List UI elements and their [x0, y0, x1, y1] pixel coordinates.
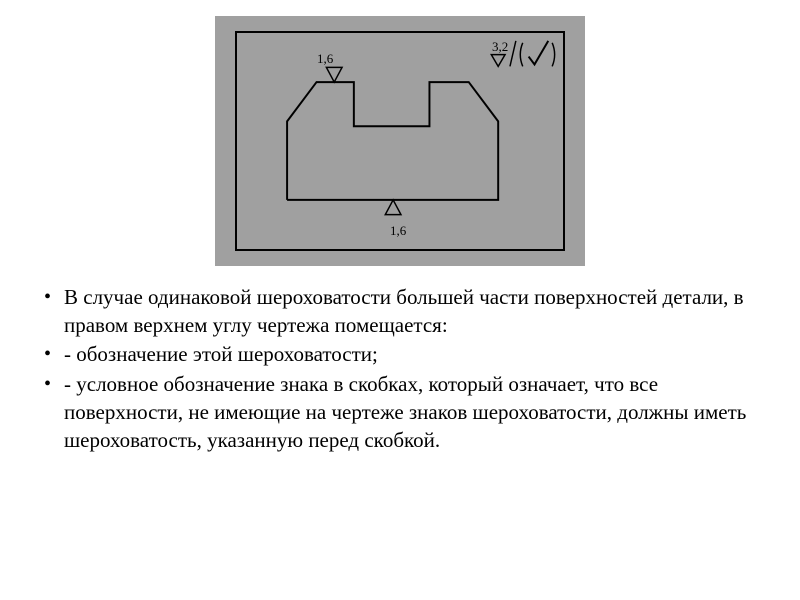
check-icon — [529, 41, 549, 65]
figure-container: 1,6 1,6 3,2 — [215, 16, 585, 266]
paren-close-icon — [552, 43, 554, 67]
engineering-drawing — [237, 33, 563, 249]
roughness-triangle-icon — [385, 200, 401, 215]
roughness-triangle-icon — [326, 67, 342, 82]
bullet-list: В случае одинаковой шероховатости больше… — [40, 284, 760, 456]
part-outline — [287, 82, 498, 200]
page: 1,6 1,6 3,2 В случае одинаковой шерохова… — [0, 0, 800, 600]
roughness-value-corner: 3,2 — [492, 39, 508, 55]
list-item: - обозначение этой шероховатости; — [40, 341, 760, 369]
paren-open-icon — [520, 43, 522, 67]
roughness-value-bottom: 1,6 — [390, 223, 406, 239]
slash-icon — [510, 41, 516, 67]
roughness-value-top: 1,6 — [317, 51, 333, 67]
list-item: - условное обозначение знака в скобках, … — [40, 371, 760, 454]
list-item: В случае одинаковой шероховатости больше… — [40, 284, 760, 339]
roughness-triangle-icon — [491, 55, 505, 67]
figure-frame: 1,6 1,6 3,2 — [235, 31, 565, 251]
